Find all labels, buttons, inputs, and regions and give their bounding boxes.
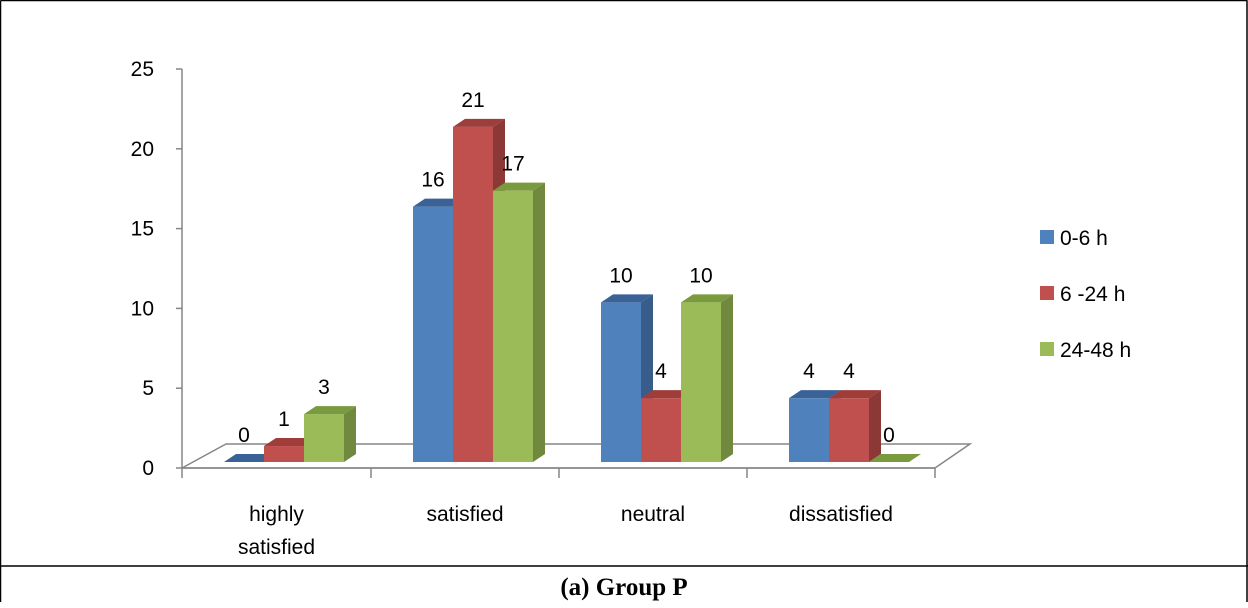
bar-front <box>453 126 493 462</box>
bar-front <box>641 398 681 462</box>
legend-label: 0-6 h <box>1060 227 1108 250</box>
bar-top <box>224 454 276 462</box>
x-category-label: satisfied <box>426 503 503 526</box>
bar-top <box>493 182 545 191</box>
x-category-label: highly satisfied <box>238 503 315 559</box>
y-tick-label: 25 <box>131 58 154 81</box>
y-tick-label: 20 <box>131 138 154 161</box>
bar-value-label: 1 <box>278 408 290 431</box>
bar-front <box>789 398 829 462</box>
bar-value-label: 4 <box>843 360 855 383</box>
x-category-label: neutral <box>621 503 685 526</box>
legend-swatch <box>1040 286 1054 300</box>
legend-swatch <box>1040 342 1054 356</box>
bar-top <box>264 438 316 447</box>
legend-swatch <box>1040 230 1054 244</box>
bar-top <box>601 294 653 303</box>
bar-top <box>304 406 356 415</box>
bar-side <box>533 182 545 462</box>
bar-side <box>869 390 881 462</box>
legend-label: 24-48 h <box>1060 339 1131 362</box>
bar-front <box>829 398 869 462</box>
bar-front <box>601 302 641 462</box>
bar-top <box>413 198 465 207</box>
bar-side <box>721 294 733 462</box>
bar-value-label: 10 <box>609 264 632 287</box>
bar-top <box>453 118 505 127</box>
bar-value-label: 4 <box>655 360 667 383</box>
bar-front <box>681 302 721 462</box>
bar-front <box>413 206 453 462</box>
x-category-label: dissatisfied <box>789 503 893 526</box>
bar-side <box>344 406 356 462</box>
bar-top <box>641 390 693 399</box>
bar-value-label: 16 <box>421 169 444 192</box>
bar-top <box>869 454 921 462</box>
figure-caption: (a) Group P <box>560 574 688 601</box>
bar-value-label: 3 <box>318 376 330 399</box>
y-tick-label: 10 <box>131 297 154 320</box>
bar-front <box>304 414 344 462</box>
y-tick-label: 15 <box>131 218 154 241</box>
bar-value-label: 4 <box>803 360 815 383</box>
bar-value-label: 17 <box>501 153 524 176</box>
y-tick-label: 0 <box>142 457 154 480</box>
bar-front <box>493 190 533 462</box>
y-tick-label: 5 <box>142 377 154 400</box>
bar-value-label: 0 <box>238 424 250 447</box>
bar-top <box>829 390 881 399</box>
bar-top <box>681 294 733 303</box>
bar-front <box>264 446 304 462</box>
bar-value-label: 10 <box>689 264 712 287</box>
bar-value-label: 0 <box>883 424 895 447</box>
bar-value-label: 21 <box>461 89 484 112</box>
legend-label: 6 -24 h <box>1060 283 1125 306</box>
bar-top <box>789 390 841 399</box>
